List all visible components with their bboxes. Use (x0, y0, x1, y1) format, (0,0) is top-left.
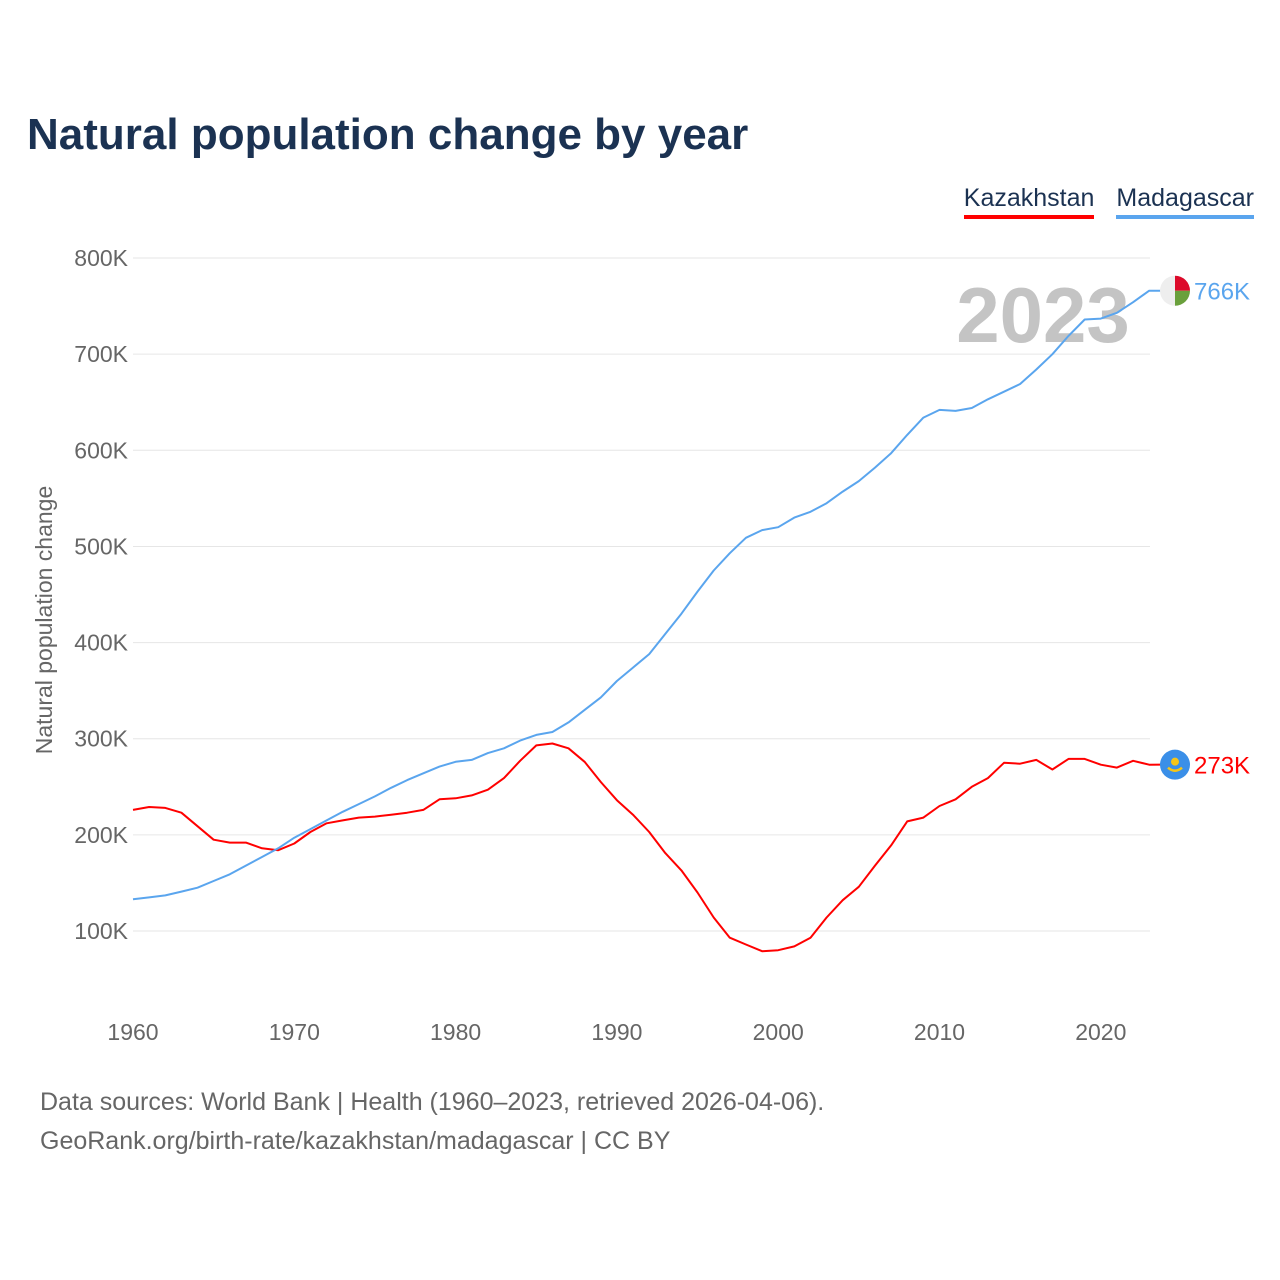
flag-green (1175, 290, 1190, 306)
y-tick-label: 300K (74, 726, 128, 752)
series-line-madagascar (132, 289, 1162, 901)
x-tick-label: 1980 (430, 1019, 481, 1045)
x-tick-label: 1960 (107, 1019, 158, 1045)
end-value-label: 273K (1194, 753, 1250, 780)
flag-icon-madagascar (1160, 275, 1190, 306)
x-tick-label: 2000 (753, 1019, 804, 1045)
year-watermark: 2023 (956, 271, 1130, 359)
y-axis-label: Natural population change (31, 486, 57, 755)
y-tick-label: 200K (74, 822, 128, 848)
source-url: GeoRank.org/birth-rate/kazakhstan/madaga… (40, 1127, 671, 1155)
flag-eagle (1167, 766, 1183, 772)
y-tick-label: 500K (74, 533, 128, 559)
flag-red (1175, 275, 1190, 291)
series-line-kazakhstan (132, 742, 1162, 953)
x-tick-label: 1970 (269, 1019, 320, 1045)
x-tick-label: 2020 (1075, 1019, 1126, 1045)
flag-sun (1171, 757, 1179, 766)
y-tick-label: 400K (74, 630, 128, 656)
y-tick-label: 600K (74, 437, 128, 463)
y-tick-label: 700K (74, 341, 128, 367)
y-tick-label: 800K (74, 245, 128, 271)
chart-title: Natural population change by year (27, 110, 749, 159)
flag-white (1160, 275, 1175, 306)
source-line: Data sources: World Bank | Health (1960–… (40, 1088, 825, 1116)
flag-icon-kazakhstan (1160, 749, 1190, 780)
legend: Kazakhstan Madagascar (963, 184, 1254, 219)
legend-madagascar[interactable]: Madagascar (1116, 184, 1254, 219)
end-value-label: 766K (1194, 279, 1250, 306)
x-tick-label: 2010 (914, 1019, 965, 1045)
x-tick-label: 1990 (591, 1019, 642, 1045)
legend-kazakhstan[interactable]: Kazakhstan (963, 184, 1095, 219)
y-tick-label: 100K (74, 918, 128, 944)
